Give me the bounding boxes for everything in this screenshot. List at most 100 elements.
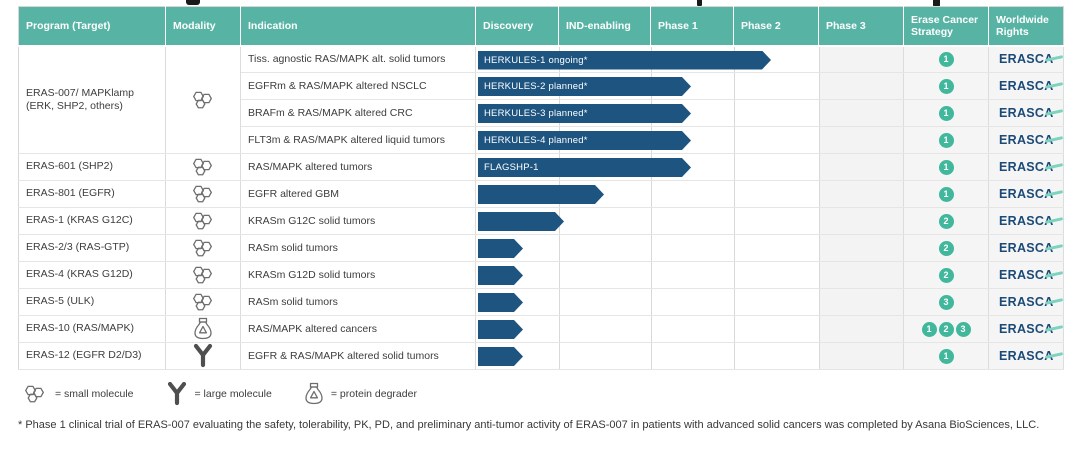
program-name: ERAS-4 (KRAS G12D) (26, 268, 133, 281)
program-cell: ERAS-601 (SHP2) (18, 153, 166, 181)
trial-label: HERKULES-1 ongoing* (484, 54, 588, 66)
pipeline-row: BRAFm & RAS/MAPK altered CRC HERKULES-3 p… (19, 99, 1064, 127)
erasca-logo: ERASCA (999, 214, 1054, 228)
program-cell: ERAS-12 (EGFR D2/D3) (18, 342, 166, 370)
program-targets: (ERK, SHP2, others) (26, 99, 123, 112)
strategy-badge: 3 (955, 321, 971, 337)
legend-item-large-molecule: = large molecule (166, 382, 272, 406)
program-name: ERAS-1 (KRAS G12C) (26, 214, 133, 227)
column-header-worldwide-rights: Worldwide Rights (988, 6, 1064, 47)
indication-cell: FLT3m & RAS/MAPK altered liquid tumors (240, 126, 476, 154)
strategy-badge: 1 (938, 132, 954, 148)
column-header-phase-2: Phase 2 (733, 6, 819, 47)
worldwide-rights-cell: ERASCA (988, 234, 1064, 262)
worldwide-rights-cell: ERASCA (988, 99, 1064, 127)
program-name: ERAS-10 (RAS/MAPK) (26, 322, 134, 335)
worldwide-rights-cell: ERASCA (988, 207, 1064, 235)
phase-progress-cell (475, 342, 904, 370)
progress-bar (478, 347, 523, 366)
small-molecule-icon (165, 234, 241, 262)
indication-cell: EGFRm & RAS/MAPK altered NSCLC (240, 72, 476, 100)
program-cell: ERAS-007/ MAPKlamp (ERK, SHP2, others) (18, 45, 166, 154)
erasca-logo: ERASCA (999, 133, 1054, 147)
small-molecule-icon (165, 207, 241, 235)
pipeline-row: ERAS-1 (KRAS G12C) KRASm G12C solid tumor… (18, 207, 1064, 235)
cropped-title-fragment (186, 0, 200, 5)
erasca-logo: ERASCA (999, 79, 1054, 93)
column-header-phase-3: Phase 3 (818, 6, 904, 47)
phase-progress-cell (475, 288, 904, 316)
progress-bar (478, 212, 564, 231)
legend-item-small-molecule: = small molecule (22, 383, 134, 405)
erasca-logo: ERASCA (999, 295, 1054, 309)
pipeline-table: Program (Target) Modality Indication Discov… (18, 6, 1064, 370)
erasca-logo: ERASCA (999, 241, 1054, 255)
column-header-erase-cancer-strategy: Erase Cancer Strategy (903, 6, 989, 47)
worldwide-rights-cell: ERASCA (988, 180, 1064, 208)
erase-cancer-strategy-cell: 1 (903, 45, 989, 73)
worldwide-rights-cell: ERASCA (988, 45, 1064, 73)
erase-cancer-strategy-cell: 1 (903, 180, 989, 208)
erase-cancer-strategy-cell: 1 (903, 72, 989, 100)
pipeline-row: ERAS-601 (SHP2) RAS/MAPK altered tumors FL… (18, 153, 1064, 181)
column-header-ind-enabling: IND-enabling (558, 6, 651, 47)
worldwide-rights-cell: ERASCA (988, 72, 1064, 100)
strategy-badge: 2 (938, 321, 954, 337)
indication-cell: KRASm G12C solid tumors (240, 207, 476, 235)
erasca-logo: ERASCA (999, 322, 1054, 336)
legend-label: = protein degrader (330, 388, 417, 400)
indication-cell: KRASm G12D solid tumors (240, 261, 476, 289)
erase-cancer-strategy-cell: 1 (903, 342, 989, 370)
phase-progress-cell: HERKULES-1 ongoing* (475, 45, 904, 73)
program-cell: ERAS-5 (ULK) (18, 288, 166, 316)
strategy-badge: 1 (938, 186, 954, 202)
pipeline-row: ERAS-4 (KRAS G12D) KRASm G12D solid tumor… (18, 261, 1064, 289)
small-molecule-icon (165, 261, 241, 289)
progress-bar: HERKULES-3 planned* (478, 104, 691, 123)
phase-progress-cell (475, 234, 904, 262)
trial-label: FLAGSHP-1 (484, 162, 539, 173)
worldwide-rights-cell: ERASCA (988, 342, 1064, 370)
program-cell: ERAS-10 (RAS/MAPK) (18, 315, 166, 343)
program-name: ERAS-601 (SHP2) (26, 160, 113, 173)
column-header-program: Program (Target) (18, 6, 166, 47)
pipeline-row: ERAS-10 (RAS/MAPK) RAS/MAPK altered cance… (18, 315, 1064, 343)
progress-bar: HERKULES-1 ongoing* (478, 51, 771, 70)
small-molecule-icon (165, 288, 241, 316)
modality-legend: = small molecule = large molecule = prot… (22, 382, 435, 406)
phase-progress-cell: HERKULES-4 planned* (475, 126, 904, 154)
indication-cell: RAS/MAPK altered tumors (240, 153, 476, 181)
progress-bar (478, 185, 604, 204)
pipeline-row: FLT3m & RAS/MAPK altered liquid tumors HE… (19, 126, 1064, 154)
small-molecule-icon (165, 45, 241, 154)
large-molecule-icon (166, 382, 188, 406)
indication-cell: BRAFm & RAS/MAPK altered CRC (240, 99, 476, 127)
cropped-title-fragment (697, 0, 702, 7)
legend-label: = small molecule (55, 388, 134, 400)
column-header-phase-1: Phase 1 (650, 6, 734, 47)
erase-cancer-strategy-cell: 1 (903, 126, 989, 154)
worldwide-rights-cell: ERASCA (988, 288, 1064, 316)
trial-label: HERKULES-4 planned* (484, 135, 588, 146)
small-molecule-icon (22, 383, 48, 405)
erasca-logo: ERASCA (999, 187, 1054, 201)
cropped-title-fragment (933, 0, 940, 8)
pipeline-row: ERAS-801 (EGFR) EGFR altered GBM 1 ERASCA (18, 180, 1064, 208)
program-cell: ERAS-4 (KRAS G12D) (18, 261, 166, 289)
protein-degrader-icon (304, 382, 324, 406)
small-molecule-icon (165, 180, 241, 208)
progress-bar (478, 293, 523, 312)
erasca-logo: ERASCA (999, 160, 1054, 174)
erase-cancer-strategy-cell: 1 (903, 99, 989, 127)
small-molecule-icon (165, 153, 241, 181)
footnote: * Phase 1 clinical trial of ERAS-007 eva… (18, 419, 1040, 431)
phase-progress-cell: HERKULES-3 planned* (475, 99, 904, 127)
indication-cell: EGFR & RAS/MAPK altered solid tumors (240, 342, 476, 370)
erase-cancer-strategy-cell: 1 (903, 153, 989, 181)
strategy-badge: 1 (938, 105, 954, 121)
strategy-badge: 1 (921, 321, 937, 337)
program-name: ERAS-5 (ULK) (26, 295, 95, 308)
column-header-modality: Modality (165, 6, 241, 47)
large-molecule-icon (165, 342, 241, 370)
program-cell: ERAS-2/3 (RAS-GTP) (18, 234, 166, 262)
